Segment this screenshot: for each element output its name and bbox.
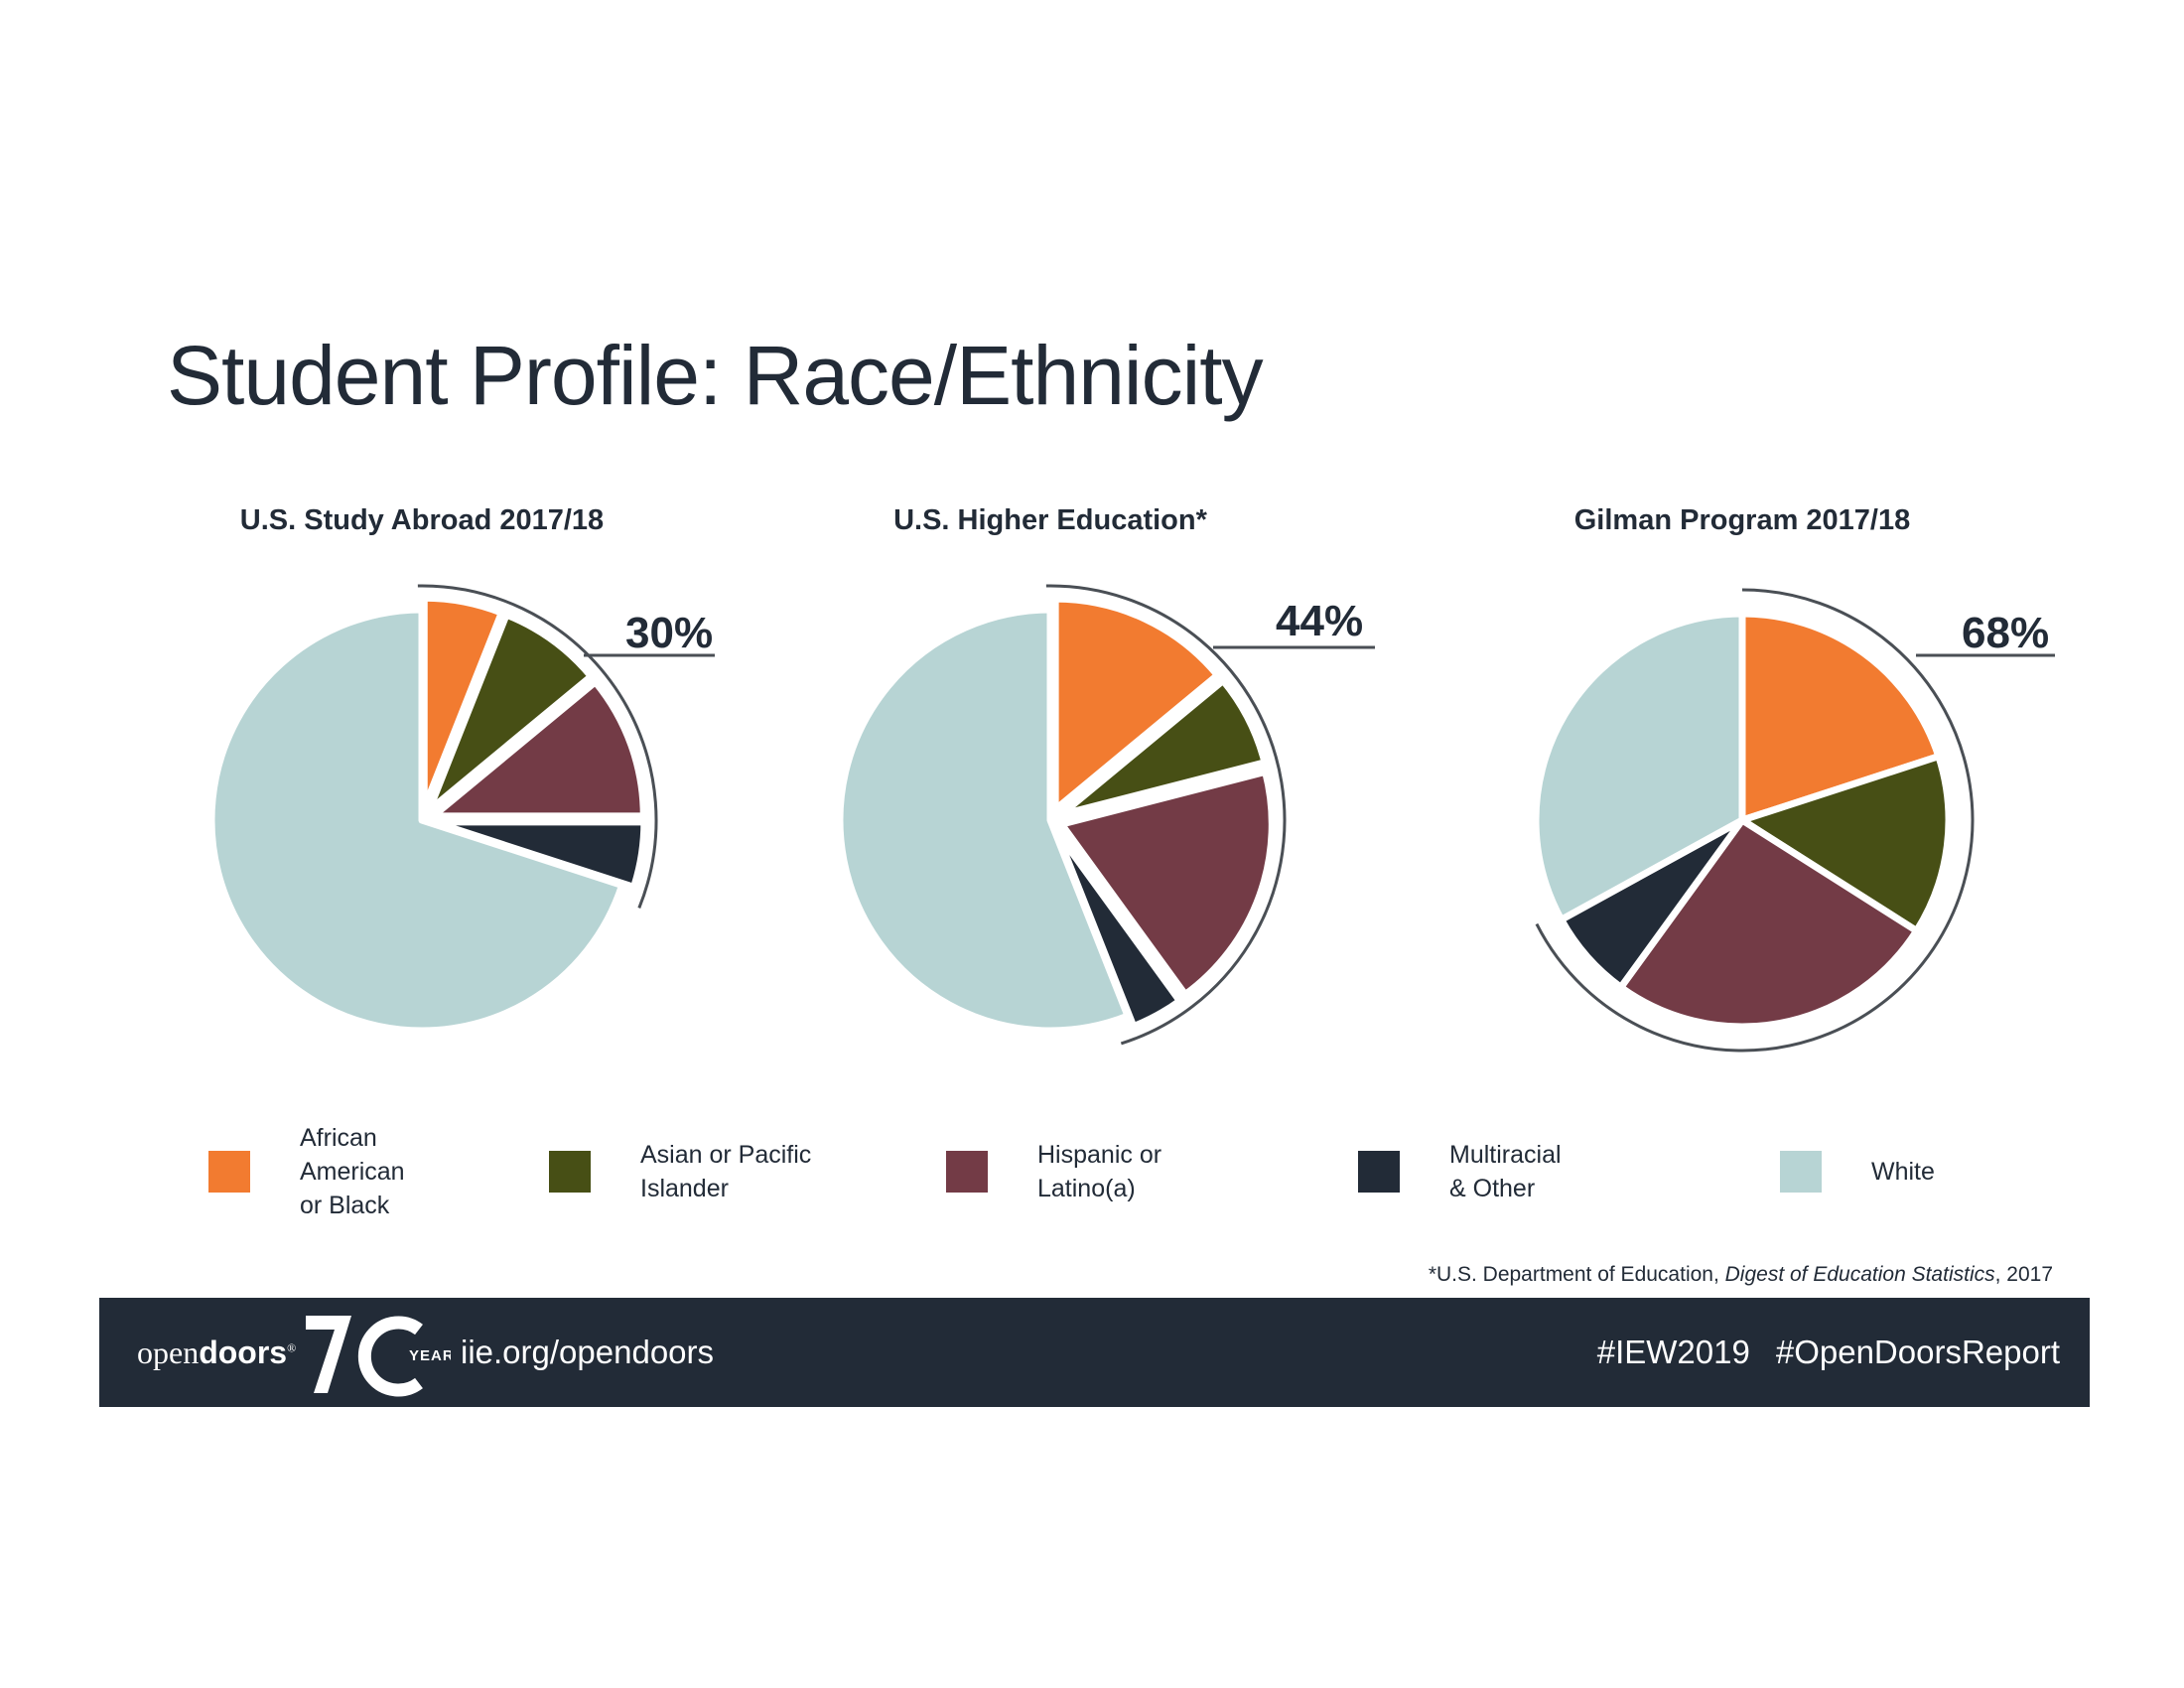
legend-item-hispanic-or-latino-a: Hispanic or Latino(a) <box>946 1117 1161 1226</box>
footnote-prefix: *U.S. Department of Education, <box>1428 1263 1725 1286</box>
pie-slice-white <box>836 606 1132 1035</box>
pie-chart-1: U.S. Study Abroad 2017/18 30% <box>207 504 715 1035</box>
logo-word-open: open <box>137 1334 200 1370</box>
footer-url-link[interactable]: iie.org/opendoors <box>461 1334 715 1370</box>
legend-item-asian-or-pacific-islander: Asian or Pacific Islander <box>549 1117 811 1226</box>
legend-swatch <box>208 1151 250 1193</box>
pie-slice-white <box>1532 610 1746 923</box>
logo-wordmark: opendoors® <box>137 1335 296 1371</box>
legend-label: African American or Black <box>300 1124 405 1219</box>
pie-slice-hispanic-or-latino-a <box>1617 816 1921 1031</box>
seventy-icon: YEARS <box>306 1316 465 1397</box>
legend-item-multiracial-other: Multiracial & Other <box>1358 1117 1562 1226</box>
seventy-years-mark: YEARS <box>302 1308 465 1397</box>
legend-label: White <box>1871 1158 1935 1186</box>
legend: African American or Black Asian or Pacifi… <box>0 1117 2184 1236</box>
footnote-suffix: , 2017 <box>1994 1263 2053 1286</box>
hashtag-iew[interactable]: #IEW2019 <box>1596 1334 1750 1370</box>
pie-slice-hispanic-or-latino-a <box>429 678 647 820</box>
footer-divider <box>127 1293 443 1301</box>
pie-slice-asian-or-pacific-islander <box>1057 676 1269 819</box>
callout-bracket <box>1045 584 1287 1046</box>
pie-slice-asian-or-pacific-islander <box>425 611 595 814</box>
logo-word-doors: doors <box>199 1334 288 1370</box>
pie-slice-african-american-or-black <box>420 594 505 812</box>
pie-chart-2: U.S. Higher Education* 44% <box>836 504 1375 1046</box>
legend-swatch <box>549 1151 591 1193</box>
chart-title: U.S. Higher Education* <box>893 504 1208 536</box>
legend-label: Multiracial & Other <box>1449 1141 1562 1202</box>
pie-slice-asian-or-pacific-islander <box>1738 753 1953 934</box>
hashtag-opendoors[interactable]: #OpenDoorsReport <box>1775 1334 2060 1370</box>
pie-slice-african-american-or-black <box>1738 610 1943 824</box>
legend-swatch <box>1358 1151 1400 1193</box>
legend-swatch <box>1780 1151 1822 1193</box>
pie-chart-3: Gilman Program 2017/18 68% <box>1532 504 2055 1053</box>
callout-percent: 30% <box>625 609 713 657</box>
page-title: Student Profile: Race/Ethnicity <box>167 329 1264 422</box>
footer-hashtags: #IEW2019 #OpenDoorsReport <box>1597 1298 2060 1407</box>
legend-item-white: White <box>1780 1117 1935 1226</box>
legend-item-african-american-or-black: African American or Black <box>208 1117 405 1226</box>
pie-slice-multiracial-other <box>1052 827 1183 1031</box>
chart-title: U.S. Study Abroad 2017/18 <box>240 504 604 536</box>
pie-slice-african-american-or-black <box>1051 595 1221 813</box>
pie-slice-white <box>207 606 626 1035</box>
legend-label: Asian or Pacific Islander <box>640 1141 812 1202</box>
footnote: *U.S. Department of Education, Digest of… <box>1429 1263 2053 1287</box>
chart-title: Gilman Program 2017/18 <box>1574 504 1911 536</box>
years-word: YEARS <box>409 1347 451 1364</box>
callout-bracket <box>1535 588 1975 1053</box>
callout-percent: 68% <box>1962 609 2049 657</box>
legend-label: Hispanic or Latino(a) <box>1037 1141 1162 1202</box>
logo-registered: ® <box>287 1339 297 1354</box>
legend-swatch <box>946 1151 988 1193</box>
footnote-source: Digest of Education Statistics <box>1724 1263 1995 1286</box>
pie-slice-hispanic-or-latino-a <box>1057 768 1276 999</box>
callout-bracket <box>417 584 658 909</box>
callout-percent: 44% <box>1276 597 1363 645</box>
opendoors-logo: opendoors® YEARS <box>137 1308 465 1397</box>
footer-bar: opendoors® YEARS iie.org/opendoors #IEW2… <box>99 1298 2090 1407</box>
